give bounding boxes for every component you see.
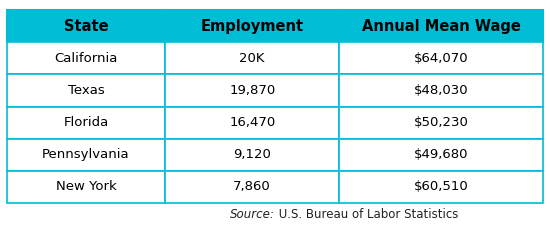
- Text: Source:: Source:: [230, 209, 275, 221]
- Text: $48,030: $48,030: [414, 84, 469, 97]
- Text: $60,510: $60,510: [414, 180, 469, 194]
- Bar: [165, 106, 339, 139]
- Bar: [165, 74, 339, 106]
- Bar: [339, 42, 543, 74]
- Bar: [339, 171, 543, 203]
- Text: Texas: Texas: [68, 84, 104, 97]
- Text: 19,870: 19,870: [229, 84, 276, 97]
- Bar: [7, 139, 165, 171]
- Bar: [7, 106, 165, 139]
- Text: Annual Mean Wage: Annual Mean Wage: [362, 19, 521, 34]
- Text: State: State: [64, 19, 108, 34]
- Text: New York: New York: [56, 180, 117, 194]
- Text: U.S. Bureau of Labor Statistics: U.S. Bureau of Labor Statistics: [275, 209, 458, 221]
- Bar: [339, 106, 543, 139]
- Bar: [339, 74, 543, 106]
- Bar: [165, 10, 339, 42]
- Text: Pennsylvania: Pennsylvania: [42, 148, 130, 161]
- Bar: [7, 42, 165, 74]
- Text: 20K: 20K: [239, 52, 265, 65]
- Text: $64,070: $64,070: [414, 52, 469, 65]
- Bar: [339, 139, 543, 171]
- Bar: [7, 74, 165, 106]
- Text: Employment: Employment: [201, 19, 304, 34]
- Bar: [7, 10, 165, 42]
- Text: California: California: [54, 52, 118, 65]
- Text: 16,470: 16,470: [229, 116, 276, 129]
- Text: 7,860: 7,860: [233, 180, 271, 194]
- Bar: [165, 171, 339, 203]
- Text: $49,680: $49,680: [414, 148, 469, 161]
- Text: 9,120: 9,120: [233, 148, 271, 161]
- Bar: [165, 42, 339, 74]
- Bar: [7, 171, 165, 203]
- Bar: [339, 10, 543, 42]
- Text: $50,230: $50,230: [414, 116, 469, 129]
- Bar: [165, 139, 339, 171]
- Text: Florida: Florida: [63, 116, 109, 129]
